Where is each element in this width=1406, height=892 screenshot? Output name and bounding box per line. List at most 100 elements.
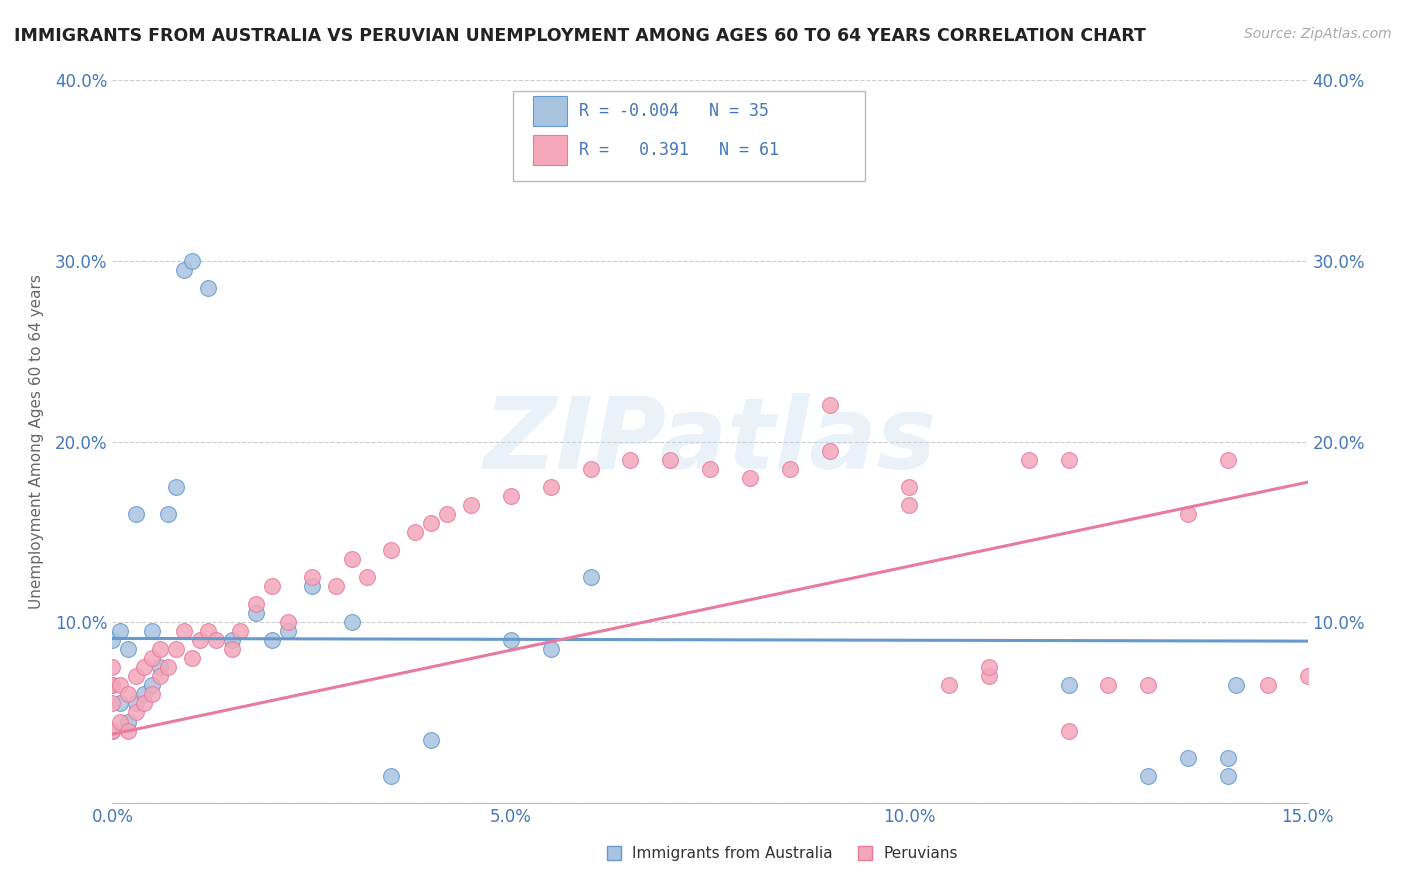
- Point: [420, 516, 443, 530]
- Point: [173, 624, 195, 639]
- Point: [221, 633, 243, 648]
- Point: [1057, 452, 1080, 467]
- Point: [149, 642, 172, 657]
- Text: ZIPatlas: ZIPatlas: [484, 393, 936, 490]
- Point: [101, 660, 124, 674]
- Text: Peruvians: Peruvians: [883, 846, 957, 861]
- Point: [977, 660, 1000, 674]
- Point: [818, 398, 841, 412]
- Point: [1057, 678, 1080, 692]
- Point: [540, 480, 562, 494]
- Point: [356, 570, 378, 584]
- Point: [125, 669, 148, 683]
- Point: [260, 579, 283, 593]
- Bar: [533, 96, 567, 127]
- Point: [110, 714, 132, 729]
- Point: [1097, 678, 1119, 692]
- Point: [173, 263, 195, 277]
- Point: [117, 687, 139, 701]
- FancyBboxPatch shape: [513, 91, 866, 181]
- Point: [619, 452, 641, 467]
- Point: [818, 443, 841, 458]
- Point: [197, 624, 219, 639]
- Point: [110, 678, 132, 692]
- Point: [197, 281, 219, 295]
- Point: [117, 723, 139, 738]
- Point: [141, 651, 163, 665]
- Point: [1137, 769, 1160, 783]
- Point: [101, 697, 124, 711]
- Point: [149, 660, 172, 674]
- Point: [699, 461, 721, 475]
- Point: [659, 452, 682, 467]
- Point: [277, 615, 299, 630]
- Point: [301, 579, 323, 593]
- Point: [141, 678, 163, 692]
- Point: [165, 642, 187, 657]
- Point: [110, 624, 132, 639]
- Point: [738, 471, 761, 485]
- Point: [125, 697, 148, 711]
- Point: [157, 660, 180, 674]
- Point: [325, 579, 347, 593]
- Point: [1137, 678, 1160, 692]
- Point: [229, 624, 252, 639]
- Point: [277, 624, 299, 639]
- Point: [134, 660, 156, 674]
- Point: [301, 570, 323, 584]
- Point: [499, 489, 522, 503]
- Point: [181, 254, 204, 268]
- Text: IMMIGRANTS FROM AUSTRALIA VS PERUVIAN UNEMPLOYMENT AMONG AGES 60 TO 64 YEARS COR: IMMIGRANTS FROM AUSTRALIA VS PERUVIAN UN…: [14, 27, 1146, 45]
- Point: [157, 507, 180, 521]
- Point: [380, 769, 402, 783]
- Point: [165, 480, 187, 494]
- Point: [245, 597, 267, 611]
- Point: [134, 697, 156, 711]
- Point: [141, 624, 163, 639]
- Point: [141, 687, 163, 701]
- Text: Immigrants from Australia: Immigrants from Australia: [633, 846, 832, 861]
- Point: [1216, 769, 1239, 783]
- Point: [125, 507, 148, 521]
- Point: [1018, 452, 1040, 467]
- Text: R = -0.004   N = 35: R = -0.004 N = 35: [579, 102, 769, 120]
- Point: [149, 669, 172, 683]
- Point: [436, 507, 458, 521]
- Point: [340, 552, 363, 566]
- Point: [1177, 507, 1199, 521]
- Point: [110, 697, 132, 711]
- Point: [1296, 669, 1319, 683]
- Point: [1216, 750, 1239, 764]
- Point: [260, 633, 283, 648]
- Point: [1177, 750, 1199, 764]
- Point: [977, 669, 1000, 683]
- Point: [205, 633, 228, 648]
- Point: [499, 633, 522, 648]
- Point: [540, 642, 562, 657]
- Point: [340, 615, 363, 630]
- Point: [460, 498, 482, 512]
- Point: [898, 480, 921, 494]
- Y-axis label: Unemployment Among Ages 60 to 64 years: Unemployment Among Ages 60 to 64 years: [30, 274, 44, 609]
- Point: [938, 678, 960, 692]
- Point: [380, 542, 402, 557]
- Point: [1257, 678, 1279, 692]
- Point: [101, 633, 124, 648]
- Point: [1225, 678, 1247, 692]
- Point: [125, 706, 148, 720]
- Point: [101, 723, 124, 738]
- Point: [221, 642, 243, 657]
- Point: [101, 678, 124, 692]
- Point: [1057, 723, 1080, 738]
- Point: [117, 714, 139, 729]
- Point: [579, 570, 602, 584]
- Point: [101, 723, 124, 738]
- Text: Source: ZipAtlas.com: Source: ZipAtlas.com: [1244, 27, 1392, 41]
- Point: [245, 606, 267, 620]
- Point: [1216, 452, 1239, 467]
- Point: [188, 633, 211, 648]
- Point: [779, 461, 801, 475]
- Text: R =   0.391   N = 61: R = 0.391 N = 61: [579, 141, 779, 159]
- Point: [101, 678, 124, 692]
- Point: [181, 651, 204, 665]
